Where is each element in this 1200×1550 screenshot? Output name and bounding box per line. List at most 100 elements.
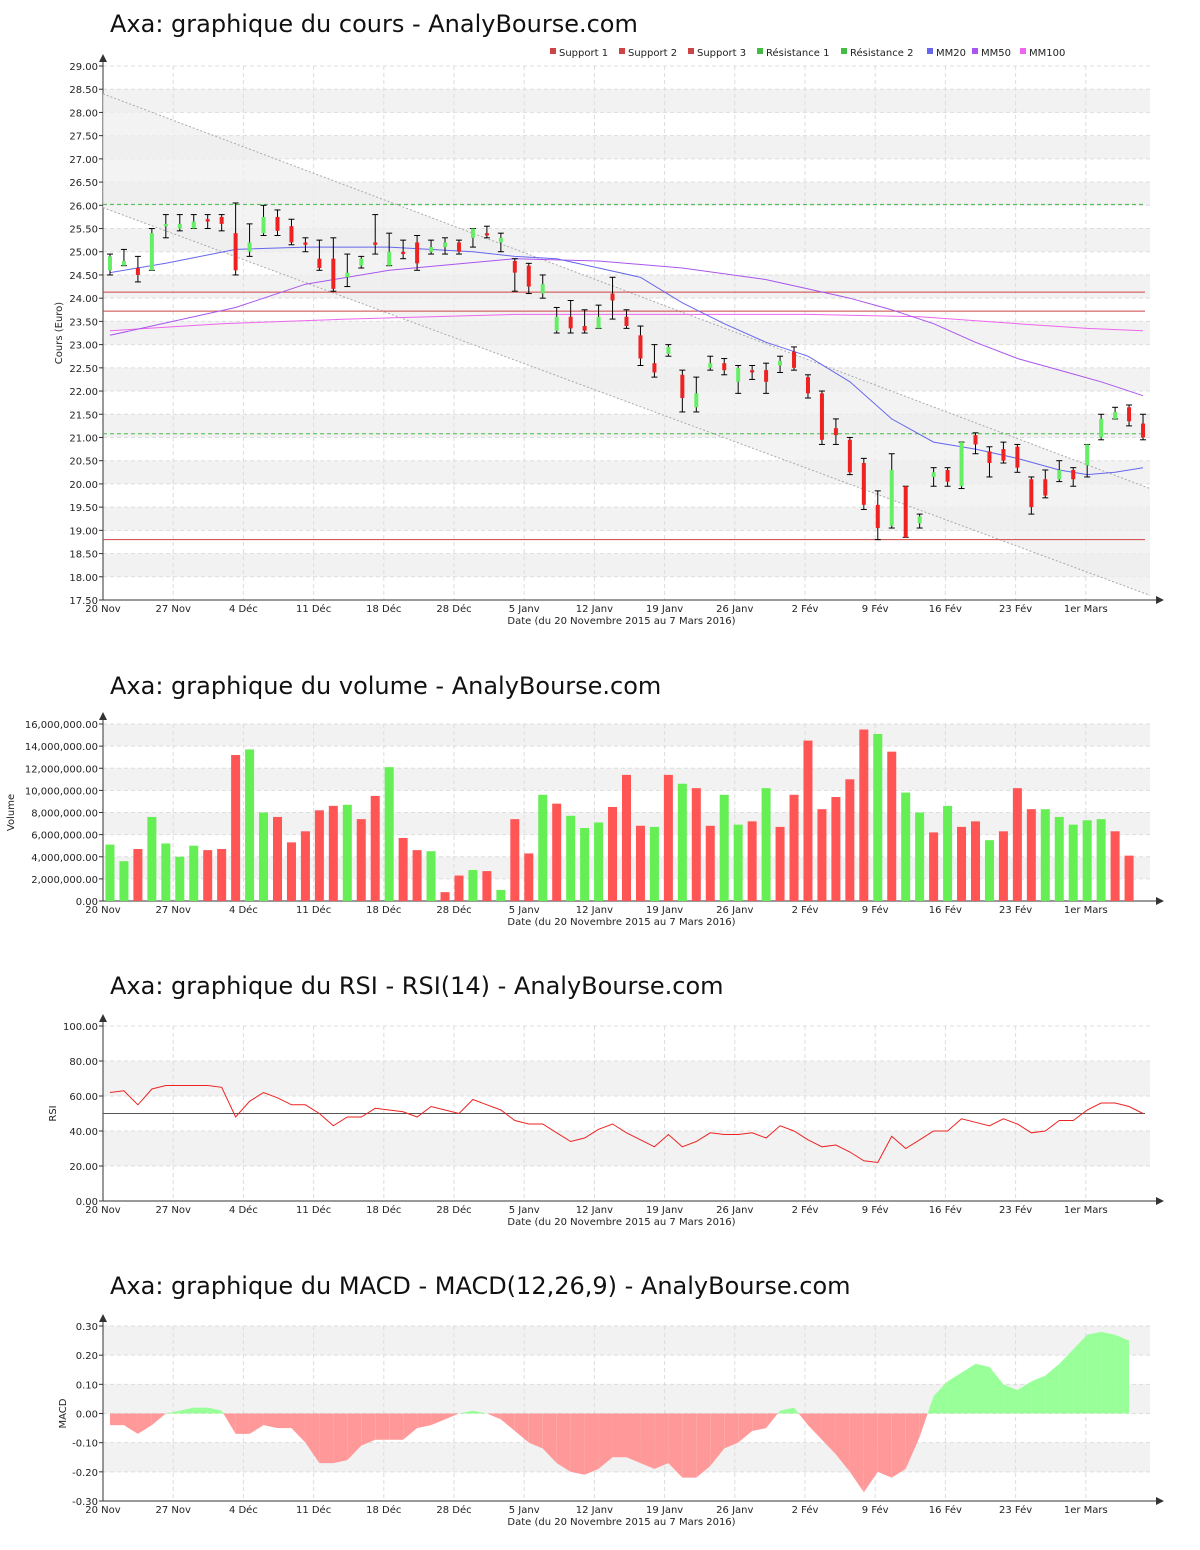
price-candle [1098, 413, 1105, 441]
price-candle [274, 209, 281, 236]
volume-x-tick-label: 9 Fév [862, 904, 889, 916]
candle-body [415, 242, 420, 264]
volume-bar [1026, 809, 1036, 901]
volume-bar [300, 831, 310, 901]
volume-x-tick-label: 28 Déc [436, 904, 471, 916]
candle-body [778, 360, 783, 366]
macd-area-segment [319, 1413, 334, 1464]
volume-bar [496, 889, 506, 901]
candle-body [917, 516, 922, 524]
price-x-axis-arrow [1156, 596, 1164, 604]
price-candle [469, 228, 476, 248]
macd-area-segment [1045, 1363, 1060, 1414]
macd-area-segment [249, 1413, 264, 1434]
price-candle [218, 214, 225, 232]
macd-area-segment [137, 1413, 152, 1434]
price-candle [874, 490, 881, 541]
volume-bar [831, 797, 841, 901]
price-legend-swatch [972, 48, 978, 54]
macd-area-segment [486, 1413, 501, 1420]
price-candle [162, 214, 169, 239]
volume-bar [929, 832, 939, 901]
volume-bar [915, 812, 925, 901]
price-candle [344, 253, 351, 288]
price-legend-label: Résistance 2 [850, 47, 913, 59]
macd-area-segment [165, 1410, 180, 1414]
volume-x-tick-label: 27 Nov [155, 905, 191, 916]
volume-bar [440, 892, 450, 901]
volume-bar [649, 826, 659, 901]
price-candle [986, 446, 993, 478]
candle-body [526, 265, 531, 287]
rsi-band [103, 1061, 1150, 1096]
volume-bar [747, 821, 757, 901]
price-candle [316, 239, 323, 271]
candle-body [303, 242, 308, 245]
price-chart-panel: Axa: graphique du cours - AnalyBourse.co… [0, 0, 1200, 640]
macd-area-segment [1073, 1334, 1088, 1414]
rsi-x-axis-arrow [1156, 1197, 1164, 1205]
macd-area-segment [835, 1413, 850, 1472]
candle-body [1085, 444, 1090, 466]
price-candle [525, 262, 532, 295]
price-candle [721, 358, 728, 376]
macd-y-tick-label: -0.20 [72, 1468, 98, 1479]
price-candle [595, 304, 602, 329]
candle-body [317, 258, 322, 268]
rsi-y-tick-label: 60.00 [69, 1092, 98, 1103]
macd-area-segment [598, 1413, 613, 1469]
price-y-tick-label: 18.00 [69, 573, 98, 584]
macd-area-segment [109, 1413, 124, 1426]
volume-bar [524, 853, 534, 901]
macd-x-tick-label: 26 Janv [716, 1505, 753, 1516]
macd-x-tick-label: 23 Fév [999, 1504, 1032, 1516]
volume-bar [147, 816, 157, 901]
macd-area-segment [458, 1410, 473, 1414]
candle-body [736, 367, 741, 382]
rsi-x-tick-label: 9 Fév [862, 1204, 889, 1216]
price-legend-swatch [550, 48, 556, 54]
price-chart-title: Axa: graphique du cours - AnalyBourse.co… [110, 10, 638, 38]
rsi-chart: 0.00 20.00 40.00 60.00 80.00 100.00 20 Nov 27 N… [48, 1014, 1164, 1228]
price-legend-swatch [927, 48, 933, 54]
candle-body [680, 374, 685, 399]
volume-bar [510, 819, 520, 901]
volume-bar [482, 871, 492, 901]
price-x-tick-label: 18 Déc [366, 603, 401, 615]
macd-area-segment [1087, 1331, 1102, 1414]
volume-band [103, 724, 1150, 747]
volume-bar [1068, 824, 1078, 901]
volume-bar [314, 810, 324, 901]
volume-bar [957, 826, 967, 901]
volume-bar [412, 850, 422, 901]
price-x-tick-label: 11 Déc [296, 603, 331, 615]
volume-bar [426, 851, 436, 901]
macd-y-tick-label: -0.30 [72, 1497, 98, 1508]
volume-bar [998, 831, 1008, 901]
price-legend-swatch [688, 48, 694, 54]
price-band [103, 89, 1150, 113]
candle-body [596, 316, 601, 329]
price-candle [581, 309, 588, 334]
volume-bar [468, 870, 478, 901]
macd-y-tick-label: 0.10 [76, 1380, 98, 1391]
macd-area-segment [947, 1372, 962, 1414]
price-candle [455, 239, 462, 255]
rsi-x-tick-label: 16 Fév [929, 1204, 962, 1216]
macd-area-segment [207, 1407, 222, 1414]
price-candle [1000, 441, 1007, 464]
macd-area-segment [291, 1413, 306, 1443]
candle-body [135, 267, 140, 275]
macd-x-tick-label: 11 Déc [296, 1504, 331, 1516]
rsi-x-tick-label: 4 Déc [229, 1204, 258, 1216]
macd-area-segment [1031, 1375, 1046, 1414]
candle-body [484, 233, 489, 236]
candle-body [512, 261, 517, 273]
macd-area-segment [905, 1413, 920, 1469]
volume-x-tick-label: 26 Janv [716, 905, 753, 916]
price-candle [120, 248, 127, 267]
price-legend-label: Support 1 [559, 48, 608, 59]
price-candle [1028, 476, 1035, 515]
volume-x-tick-label: 19 Janv [646, 905, 683, 916]
macd-area-segment [472, 1410, 487, 1414]
